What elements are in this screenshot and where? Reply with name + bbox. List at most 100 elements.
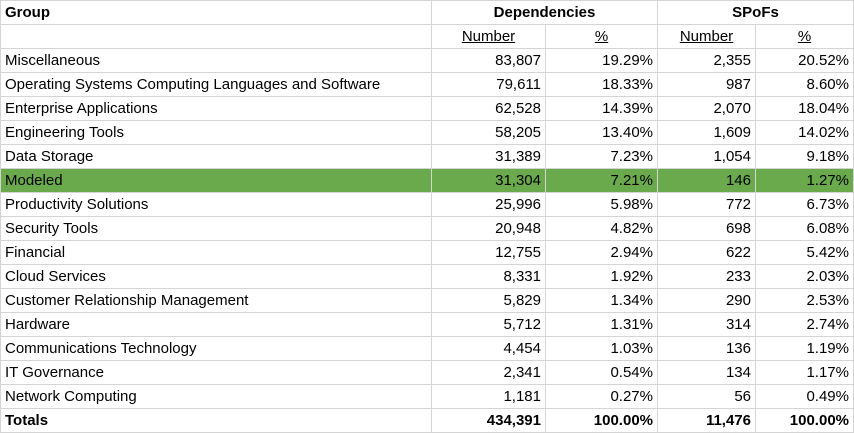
spofs-percent-subheader: %	[755, 24, 854, 49]
table-row: IT Governance 2,341 0.54% 134 1.17%	[0, 360, 854, 385]
dependencies-number-subheader: Number	[431, 24, 546, 49]
dependencies-number-cell: 4,454	[431, 336, 546, 361]
spofs-number-cell: 134	[657, 360, 756, 385]
spofs-number-cell: 987	[657, 72, 756, 97]
group-cell: Customer Relationship Management	[0, 288, 432, 313]
dependencies-number-cell: 31,389	[431, 144, 546, 169]
table-row: Enterprise Applications 62,528 14.39% 2,070…	[0, 96, 854, 121]
spofs-percent-cell: 20.52%	[755, 48, 854, 73]
table-row: Productivity Solutions 25,996 5.98% 772 6.73…	[0, 192, 854, 217]
spofs-number-cell: 146	[657, 168, 756, 193]
dependencies-number-cell: 25,996	[431, 192, 546, 217]
group-cell: Network Computing	[0, 384, 432, 409]
dependencies-percent-cell: 2.94%	[545, 240, 658, 265]
dependencies-number-cell: 20,948	[431, 216, 546, 241]
totals-row: Totals 434,391 100.00% 11,476 100.00%	[0, 408, 854, 433]
table-row-highlighted: Modeled 31,304 7.21% 146 1.27%	[0, 168, 854, 193]
dependencies-percent-cell: 1.31%	[545, 312, 658, 337]
group-cell: IT Governance	[0, 360, 432, 385]
spofs-percent-cell: 5.42%	[755, 240, 854, 265]
spofs-number-cell: 314	[657, 312, 756, 337]
table-row: Engineering Tools 58,205 13.40% 1,609 14.02%	[0, 120, 854, 145]
dependencies-percent-cell: 1.34%	[545, 288, 658, 313]
group-cell: Modeled	[0, 168, 432, 193]
dependencies-percent-cell: 0.54%	[545, 360, 658, 385]
spofs-header: SPoFs	[657, 0, 854, 25]
dependencies-number-cell: 5,829	[431, 288, 546, 313]
dependencies-percent-cell: 4.82%	[545, 216, 658, 241]
dependencies-percent-cell: 18.33%	[545, 72, 658, 97]
spofs-percent-cell: 2.74%	[755, 312, 854, 337]
spofs-number-cell: 698	[657, 216, 756, 241]
table-row: Hardware 5,712 1.31% 314 2.74%	[0, 312, 854, 337]
spofs-percent-cell: 6.08%	[755, 216, 854, 241]
dependencies-number-cell: 83,807	[431, 48, 546, 73]
table-row: Security Tools 20,948 4.82% 698 6.08%	[0, 216, 854, 241]
dependencies-percent-cell: 5.98%	[545, 192, 658, 217]
group-cell: Security Tools	[0, 216, 432, 241]
spofs-number-cell: 56	[657, 384, 756, 409]
spofs-percent-cell: 6.73%	[755, 192, 854, 217]
spofs-number-cell: 136	[657, 336, 756, 361]
spofs-percent-cell: 1.27%	[755, 168, 854, 193]
spofs-percent-cell: 100.00%	[755, 408, 854, 433]
table-row: Network Computing 1,181 0.27% 56 0.49%	[0, 384, 854, 409]
group-cell: Productivity Solutions	[0, 192, 432, 217]
dependencies-percent-cell: 7.23%	[545, 144, 658, 169]
dependencies-percent-cell: 1.92%	[545, 264, 658, 289]
dependencies-number-cell: 8,331	[431, 264, 546, 289]
spofs-number-cell: 1,054	[657, 144, 756, 169]
dependencies-percent-cell: 100.00%	[545, 408, 658, 433]
group-cell: Operating Systems Computing Languages an…	[0, 72, 432, 97]
dependencies-percent-cell: 7.21%	[545, 168, 658, 193]
spofs-number-cell: 2,070	[657, 96, 756, 121]
dependencies-number-cell: 12,755	[431, 240, 546, 265]
dependencies-percent-subheader: %	[545, 24, 658, 49]
spofs-percent-cell: 2.03%	[755, 264, 854, 289]
table-row: Financial 12,755 2.94% 622 5.42%	[0, 240, 854, 265]
dependencies-number-cell: 79,611	[431, 72, 546, 97]
spofs-percent-cell: 8.60%	[755, 72, 854, 97]
table-row: Customer Relationship Management 5,829 1.3…	[0, 288, 854, 313]
group-cell: Communications Technology	[0, 336, 432, 361]
spofs-percent-cell: 18.04%	[755, 96, 854, 121]
dependencies-percent-cell: 13.40%	[545, 120, 658, 145]
dependencies-number-cell: 434,391	[431, 408, 546, 433]
group-cell: Data Storage	[0, 144, 432, 169]
dependencies-number-cell: 58,205	[431, 120, 546, 145]
spofs-percent-cell: 9.18%	[755, 144, 854, 169]
group-cell: Hardware	[0, 312, 432, 337]
dependencies-number-cell: 62,528	[431, 96, 546, 121]
table-row: Communications Technology 4,454 1.03% 136 1.…	[0, 336, 854, 361]
spofs-percent-cell: 2.53%	[755, 288, 854, 313]
dependencies-percent-cell: 19.29%	[545, 48, 658, 73]
spofs-number-cell: 622	[657, 240, 756, 265]
dependencies-percent-cell: 1.03%	[545, 336, 658, 361]
group-cell: Cloud Services	[0, 264, 432, 289]
spofs-number-cell: 290	[657, 288, 756, 313]
dependencies-number-cell: 1,181	[431, 384, 546, 409]
table-row: Miscellaneous 83,807 19.29% 2,355 20.52%	[0, 48, 854, 73]
spofs-percent-cell: 1.19%	[755, 336, 854, 361]
table-row: Cloud Services 8,331 1.92% 233 2.03%	[0, 264, 854, 289]
header-row: Group Dependencies SPoFs	[0, 0, 854, 25]
spofs-percent-cell: 14.02%	[755, 120, 854, 145]
group-cell: Totals	[0, 408, 432, 433]
dependencies-percent-cell: 0.27%	[545, 384, 658, 409]
subheader-blank	[0, 24, 432, 49]
dependencies-header: Dependencies	[431, 0, 658, 25]
spofs-number-cell: 1,609	[657, 120, 756, 145]
spofs-number-cell: 2,355	[657, 48, 756, 73]
spofs-percent-cell: 0.49%	[755, 384, 854, 409]
dependencies-number-cell: 5,712	[431, 312, 546, 337]
group-cell: Engineering Tools	[0, 120, 432, 145]
dependencies-number-cell: 2,341	[431, 360, 546, 385]
dependencies-percent-cell: 14.39%	[545, 96, 658, 121]
group-cell: Enterprise Applications	[0, 96, 432, 121]
group-header: Group	[0, 0, 432, 25]
spofs-percent-cell: 1.17%	[755, 360, 854, 385]
dependencies-number-cell: 31,304	[431, 168, 546, 193]
subheader-row: Number % Number %	[0, 24, 854, 49]
spofs-number-cell: 11,476	[657, 408, 756, 433]
